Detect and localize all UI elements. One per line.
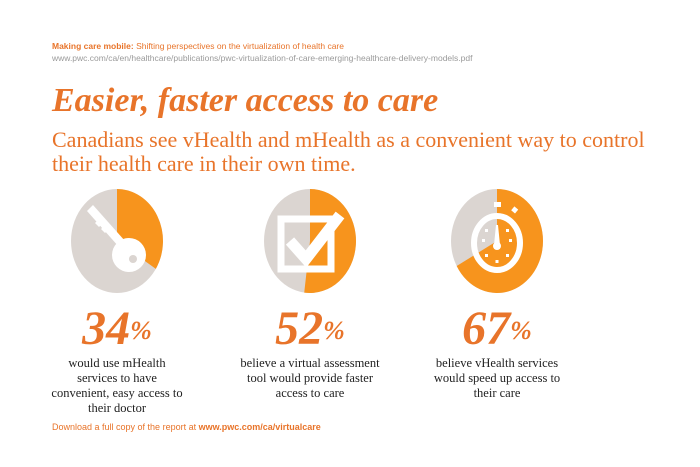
stat-value: 52% bbox=[275, 302, 345, 355]
report-link[interactable]: www.pwc.com/ca/virtualcare bbox=[198, 422, 321, 432]
stat-value: 34% bbox=[82, 302, 152, 355]
stopwatch-icon bbox=[471, 202, 523, 273]
pie-chart-67 bbox=[451, 189, 544, 293]
pie-chart-34 bbox=[71, 189, 163, 293]
footer: Download a full copy of the report at ww… bbox=[52, 422, 321, 432]
stat-3: 67% believe vHealth services would speed… bbox=[397, 188, 597, 401]
stat-1: 34% would use mHealth services to have c… bbox=[17, 188, 217, 416]
source-citation: Making care mobile: Shifting perspective… bbox=[52, 40, 472, 64]
source-url: www.pwc.com/ca/en/healthcare/publication… bbox=[52, 53, 473, 63]
source-title: Making care mobile: bbox=[52, 41, 134, 51]
pie-slice bbox=[456, 189, 544, 293]
page-title: Easier, faster access to care bbox=[52, 82, 439, 119]
key-icon bbox=[87, 205, 146, 272]
stat-value: 67% bbox=[462, 302, 532, 355]
stat-2: 52% believe a virtual assessment tool wo… bbox=[210, 188, 410, 401]
pie-chart-52 bbox=[264, 189, 356, 293]
checkbox-icon bbox=[277, 211, 345, 273]
stat-description: would use mHealth services to have conve… bbox=[51, 356, 183, 415]
footer-text: Download a full copy of the report at bbox=[52, 422, 199, 432]
source-subtitle: Shifting perspectives on the virtualizat… bbox=[136, 41, 344, 51]
page-subtitle: Canadians see vHealth and mHealth as a c… bbox=[52, 127, 645, 176]
stat-description: believe vHealth services would speed up … bbox=[433, 356, 561, 400]
stat-description: believe a virtual assessment tool would … bbox=[240, 356, 380, 400]
